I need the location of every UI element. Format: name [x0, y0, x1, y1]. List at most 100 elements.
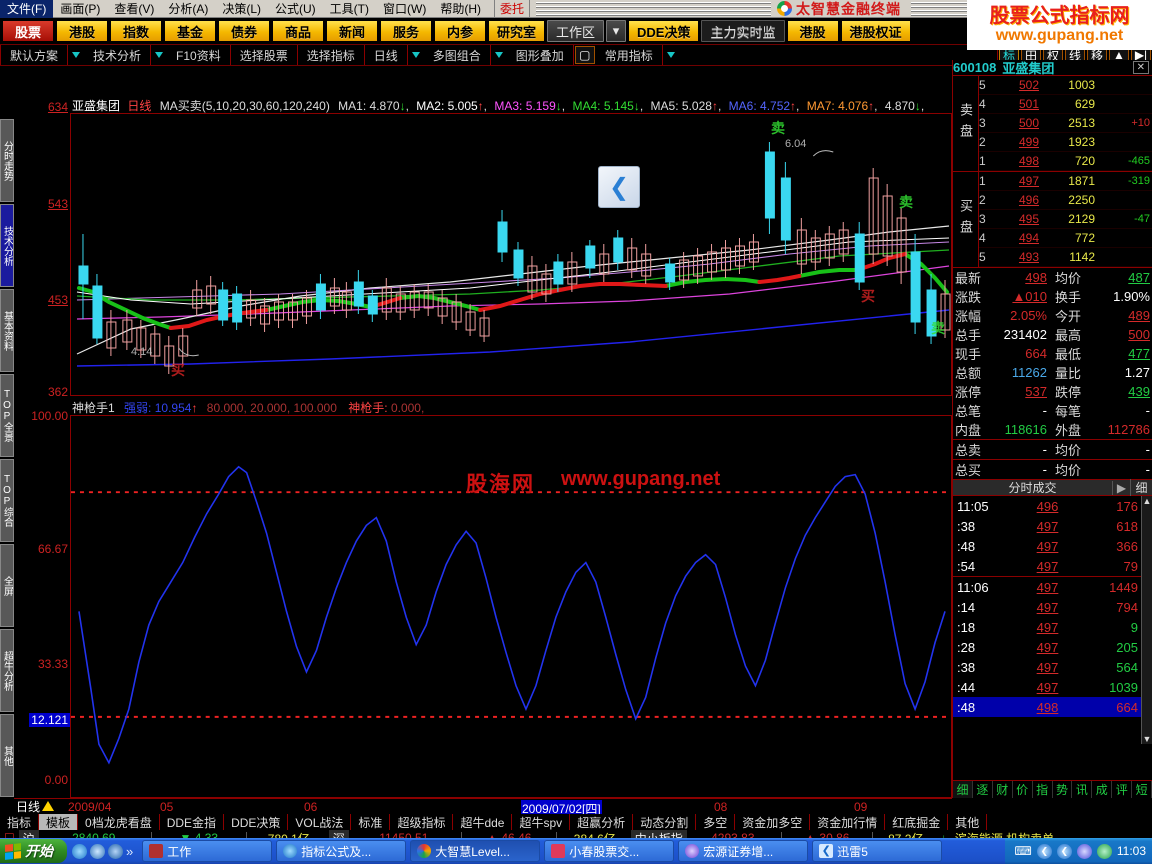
tray-shield-icon[interactable]: [1096, 843, 1112, 859]
taskbar-item-work[interactable]: 工作: [142, 840, 273, 862]
order-row[interactable]: 1 497 1871 -319: [979, 172, 1152, 191]
rtab-trace[interactable]: 逐: [973, 781, 993, 798]
btab-vol-tactics[interactable]: VOL战法: [288, 814, 352, 830]
start-button[interactable]: 开始: [0, 839, 67, 863]
tick-row[interactable]: 11:05 496 176: [953, 496, 1152, 516]
toolbar-button-news[interactable]: 新闻: [326, 20, 378, 42]
period-indicator[interactable]: 日线: [16, 798, 68, 814]
sidebar-item-intraday[interactable]: 分时走势: [0, 119, 14, 202]
btab-dde-gold[interactable]: DDE金指: [160, 814, 225, 830]
toolbar-button-dde[interactable]: DDE决策: [628, 20, 700, 42]
toolbar-button-index[interactable]: 指数: [110, 20, 162, 42]
close-icon[interactable]: ✕: [1132, 61, 1149, 74]
t2-select-indicator[interactable]: 选择指标: [298, 45, 365, 65]
rtab-price[interactable]: 价: [1013, 781, 1033, 798]
taskbar-item-xiaochun[interactable]: 小春股票交...: [544, 840, 675, 862]
tray-thunder-icon[interactable]: ❮: [1036, 843, 1052, 859]
indicator-chart-pane[interactable]: 股海网 www.gupang.net: [70, 415, 952, 798]
t2-overlay[interactable]: 图形叠加: [507, 45, 574, 65]
menu-item-screen[interactable]: 画面(P): [60, 2, 101, 16]
t2-period-daily[interactable]: 日线: [365, 45, 408, 65]
btab-capital-quote[interactable]: 资金加行情: [810, 814, 886, 830]
rtab-trend[interactable]: 势: [1053, 781, 1073, 798]
btab-dynamic-split[interactable]: 动态分割: [633, 814, 697, 830]
btab-indicator[interactable]: 指标: [0, 814, 40, 830]
menu-item-order[interactable]: 委托: [494, 0, 531, 18]
toolbar-button-fund[interactable]: 基金: [164, 20, 216, 42]
menu-item-tools[interactable]: 工具(T): [329, 2, 369, 16]
chevron-down-icon[interactable]: [155, 52, 164, 58]
tick-row[interactable]: :48 497 366: [953, 536, 1152, 556]
order-row[interactable]: 4 501 629: [979, 95, 1152, 114]
toolbar-button-commodity[interactable]: 商品: [272, 20, 324, 42]
rtab-finance[interactable]: 财: [993, 781, 1013, 798]
btab-capital-long-short[interactable]: 资金加多空: [735, 814, 811, 830]
rtab-detail[interactable]: 细: [953, 781, 973, 798]
browser-icon[interactable]: [90, 843, 105, 859]
btab-standard[interactable]: 标准: [351, 814, 391, 830]
taskbar-item-formula[interactable]: 指标公式及...: [276, 840, 407, 862]
btab-dde-decision[interactable]: DDE决策: [224, 814, 289, 830]
chevron-down-icon[interactable]: [666, 52, 675, 58]
order-row[interactable]: 4 494 772: [979, 229, 1152, 248]
toolbar-button-lab[interactable]: 研究室: [488, 20, 546, 42]
btab-red-gold[interactable]: 红底掘金: [885, 814, 949, 830]
t2-default-scheme[interactable]: 默认方案: [0, 45, 69, 65]
price-chart-pane[interactable]: 买 买 卖 卖 卖 6.04 4.14 ❮: [70, 113, 952, 396]
order-row[interactable]: 2 499 1923: [979, 133, 1152, 152]
keyboard-icon[interactable]: ⌨: [1014, 844, 1032, 858]
tick-row[interactable]: :28 497 205: [953, 637, 1152, 657]
menu-item-analysis[interactable]: 分析(A): [168, 2, 209, 16]
sidebar-item-other[interactable]: 其他: [0, 714, 14, 797]
tick-row[interactable]: :44 497 1039: [953, 677, 1152, 697]
btab-superbull-spv[interactable]: 超牛spv: [512, 814, 571, 830]
chevron-down-icon[interactable]: [72, 52, 81, 58]
order-row[interactable]: 3 495 2129 -47: [979, 210, 1152, 229]
toolbar-button-hk2[interactable]: 港股: [786, 20, 839, 42]
move-icon[interactable]: 移: [1087, 46, 1107, 64]
btab-superbull-dde[interactable]: 超牛dde: [453, 814, 513, 830]
menu-item-view[interactable]: 查看(V): [114, 2, 155, 16]
toolbar-button-mainforce[interactable]: 主力实时监: [701, 20, 785, 42]
rtab-review[interactable]: 评: [1112, 781, 1133, 798]
tick-row[interactable]: :38 497 618: [953, 516, 1152, 536]
play-icon[interactable]: ▶: [1112, 480, 1130, 495]
menu-item-formula[interactable]: 公式(U): [275, 2, 316, 16]
tick-row-selected[interactable]: :48 498 664: [953, 697, 1152, 717]
rtab-deal[interactable]: 成: [1092, 781, 1113, 798]
t2-select-stock[interactable]: 选择股票: [231, 45, 298, 65]
tray-thunder-icon-2[interactable]: ❮: [1056, 843, 1072, 859]
sidebar-item-superbull[interactable]: 超牛分析: [0, 629, 14, 712]
toolbar-button-hkwarrant[interactable]: 港股权证: [840, 20, 911, 42]
taskbar-clock[interactable]: 11:03: [1116, 844, 1146, 858]
t2-multi-chart[interactable]: 多图组合: [424, 45, 491, 65]
rtab-short[interactable]: 短: [1132, 781, 1152, 798]
sidebar-item-top-composite[interactable]: TOP综合: [0, 459, 14, 542]
taskbar-item-dzh[interactable]: 大智慧Level...: [410, 840, 541, 862]
tick-row[interactable]: :18 497 9: [953, 617, 1152, 637]
tick-row[interactable]: 11:06 497 1449: [953, 577, 1152, 597]
order-row[interactable]: 2 496 2250: [979, 191, 1152, 210]
t2-f10-data[interactable]: F10资料: [167, 45, 231, 65]
btab-other[interactable]: 其他: [948, 814, 988, 830]
lock-icon[interactable]: ▢: [574, 46, 595, 64]
chevron-right-icon[interactable]: »: [126, 843, 134, 859]
tick-row[interactable]: :38 497 564: [953, 657, 1152, 677]
order-row[interactable]: 5 493 1142: [979, 248, 1152, 267]
globe-icon[interactable]: [108, 843, 123, 859]
tick-row[interactable]: :14 497 794: [953, 597, 1152, 617]
btab-superwin-analysis[interactable]: 超赢分析: [570, 814, 634, 830]
order-row[interactable]: 5 502 1003: [979, 76, 1152, 95]
ie-icon[interactable]: [72, 843, 87, 859]
toolbar-workspace[interactable]: 工作区: [547, 20, 605, 42]
ticks-detail-button[interactable]: 细: [1130, 479, 1152, 496]
order-row[interactable]: 1 498 720 -465: [979, 152, 1152, 171]
scroll-up-icon[interactable]: ▲: [1142, 496, 1152, 506]
menu-item-window[interactable]: 窗口(W): [383, 2, 427, 16]
taskbar-item-hongyuan[interactable]: 宏源证券增...: [678, 840, 809, 862]
menu-item-help[interactable]: 帮助(H): [440, 2, 481, 16]
toolbar-button-hk[interactable]: 港股: [56, 20, 108, 42]
chevron-down-icon[interactable]: [494, 52, 503, 58]
menu-item-file[interactable]: 文件(F): [0, 0, 54, 18]
toolbar-button-service[interactable]: 服务: [380, 20, 432, 42]
